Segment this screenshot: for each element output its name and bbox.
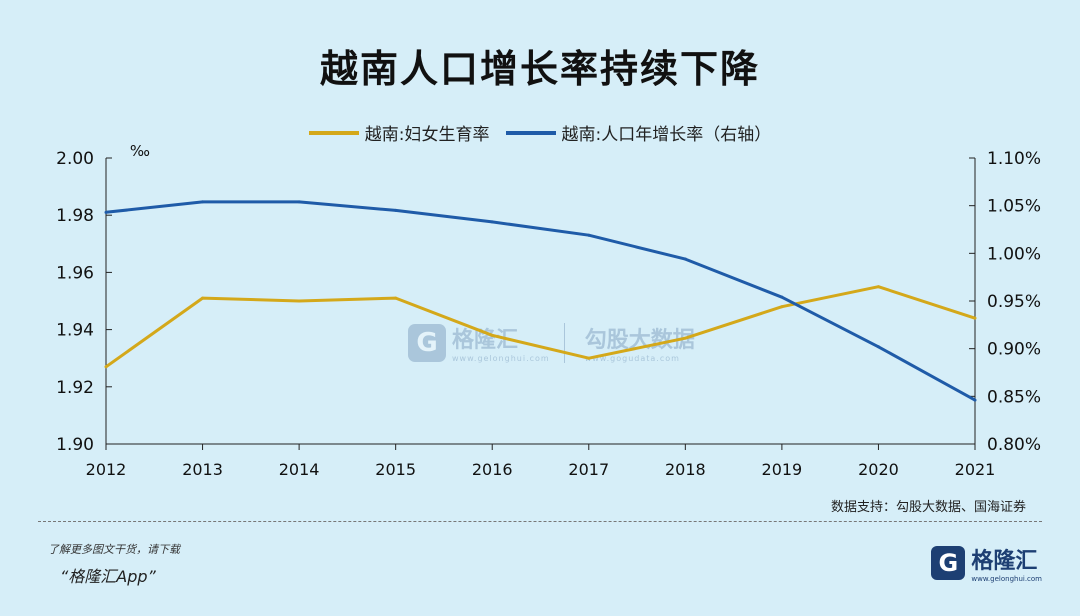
data-point-fertility: [683, 336, 687, 340]
watermark-separator: [563, 322, 565, 363]
y-left-tick-label: 2.00: [56, 149, 94, 169]
y-left-tick-label: 1.96: [56, 263, 94, 283]
x-tick-label: 2018: [665, 460, 706, 479]
legend-item-fertility: 越南:妇女生育率: [308, 120, 490, 145]
y-right-tick-label: 1.10%: [987, 149, 1041, 169]
chart-title: 越南人口增长率持续下降: [319, 47, 760, 91]
legend-label-fertility: 越南:妇女生育率: [364, 125, 490, 145]
data-point-fertility: [201, 296, 205, 300]
brand-logo: G 格隆汇 www.gelonghui.com: [931, 543, 1042, 583]
x-tick-label: 2017: [568, 460, 609, 479]
x-tick-label: 2015: [375, 460, 416, 479]
series-line-fertility: [105, 285, 976, 369]
y-right-tick-label: 0.80%: [987, 435, 1041, 455]
y-left-tick-label: 1.94: [56, 321, 94, 341]
legend-label-growth: 越南:人口年增长率（右轴）: [561, 125, 772, 145]
footer-divider: [38, 521, 1042, 522]
watermark-logo-icon: G: [408, 323, 446, 362]
y-left-tick-label: 1.90: [56, 435, 94, 455]
legend-item-growth: 越南:人口年增长率（右轴）: [505, 120, 772, 145]
x-tick-label: 2021: [955, 460, 996, 479]
y-right-tick-label: 1.00%: [987, 244, 1041, 264]
x-tick-label: 2020: [858, 460, 899, 479]
data-point-fertility: [394, 296, 398, 300]
data-point-growth: [490, 220, 494, 224]
legend: 越南:妇女生育率 越南:人口年增长率（右轴）: [0, 120, 1080, 145]
y-right-tick-label: 0.85%: [987, 387, 1041, 407]
data-point-growth: [683, 257, 687, 261]
logo-name: 格隆汇: [971, 549, 1038, 574]
logo-url: www.gelonghui.com: [971, 575, 1042, 583]
y-left-tick-label: 1.92: [56, 378, 94, 398]
data-point-growth: [876, 345, 880, 349]
data-point-fertility: [587, 356, 591, 360]
data-point-fertility: [876, 285, 880, 289]
source-note: 数据支持：勾股大数据、国海证券: [830, 500, 1026, 515]
data-point-fertility: [104, 365, 108, 369]
logo-icon: G: [931, 546, 966, 580]
data-point-fertility: [490, 333, 494, 337]
data-point-growth: [104, 210, 108, 214]
data-point-fertility: [297, 299, 301, 303]
y-right-tick-label: 0.95%: [987, 292, 1041, 312]
watermark: G 格隆汇 www.gelonghui.com 勾股大数据 www.goguda…: [408, 322, 695, 363]
series-line-growth: [105, 200, 976, 402]
data-point-growth: [201, 200, 205, 204]
x-tick-label: 2016: [472, 460, 513, 479]
footer-promo-text: 了解更多图文干货，请下载: [48, 543, 180, 556]
x-tick-label: 2013: [182, 460, 223, 479]
watermark-left-url: www.gelonghui.com: [452, 354, 550, 363]
y-right-tick-label: 0.90%: [987, 340, 1041, 360]
x-tick-label: 2019: [762, 460, 803, 479]
y-left-unit-label: ‰: [130, 142, 150, 160]
data-point-fertility: [780, 305, 784, 309]
legend-swatch-fertility: [308, 130, 359, 135]
footer-app-name: “格隆汇App”: [60, 567, 156, 586]
data-point-growth: [297, 200, 301, 204]
x-tick-label: 2014: [279, 460, 320, 479]
data-point-growth: [394, 208, 398, 212]
data-point-growth: [780, 295, 784, 299]
data-point-growth: [587, 233, 591, 237]
data-point-growth: [973, 398, 977, 402]
y-left-tick-label: 1.98: [56, 206, 94, 226]
watermark-right-url: www.gogudata.com: [584, 354, 680, 363]
x-tick-label: 2012: [86, 460, 127, 479]
y-right-tick-label: 1.05%: [987, 197, 1041, 217]
legend-swatch-growth: [505, 130, 556, 135]
data-point-fertility: [973, 316, 977, 320]
